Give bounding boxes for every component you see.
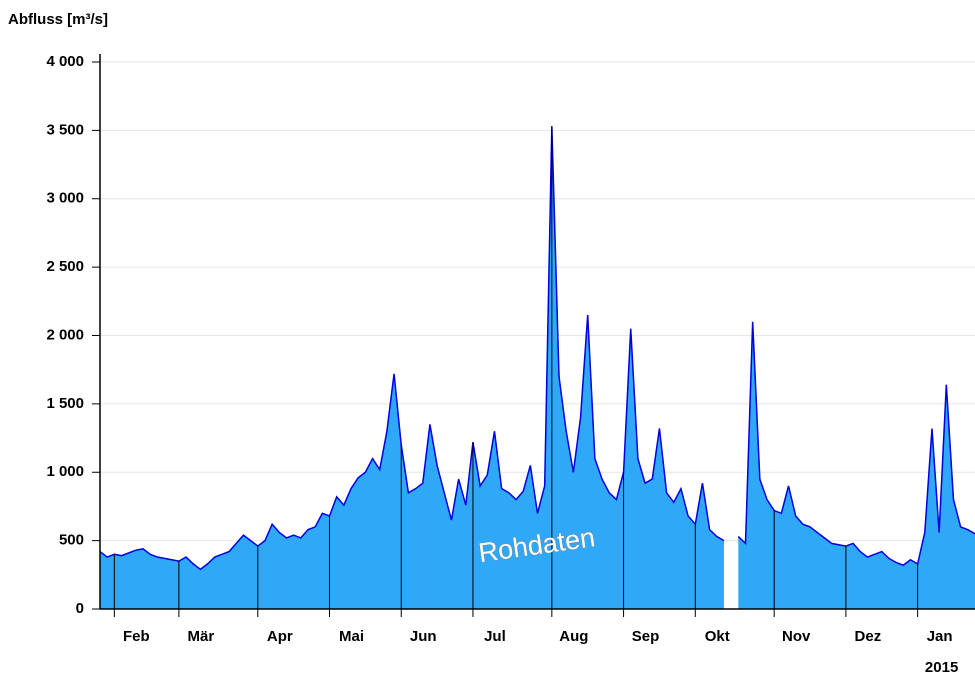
x-tick-label: Jun — [410, 628, 437, 645]
x-tick-label: Apr — [267, 628, 293, 645]
x-tick-label: Mai — [339, 628, 364, 645]
year-label: 2015 — [925, 659, 958, 676]
y-axis-label: Abfluss [m³/s] — [8, 11, 108, 28]
x-tick-label: Jul — [484, 628, 506, 645]
y-tick-label: 0 — [76, 600, 84, 617]
line — [737, 321, 975, 567]
area — [100, 126, 724, 610]
x-tick-label: Nov — [782, 628, 811, 645]
y-tick-label: 3 500 — [46, 121, 84, 138]
x-tick-label: Mär — [188, 628, 215, 645]
x-tick-label: Okt — [705, 628, 730, 645]
y-tick-label: 2 000 — [46, 326, 84, 343]
line — [99, 126, 725, 571]
y-tick-label: 1 000 — [46, 463, 84, 480]
y-tick-label: 3 000 — [46, 190, 84, 207]
x-tick-label: Jan — [927, 628, 953, 645]
y-tick-label: 2 500 — [46, 258, 84, 275]
x-tick-label: Feb — [123, 628, 150, 645]
y-tick-label: 1 500 — [46, 395, 84, 412]
x-tick-label: Dez — [855, 628, 882, 645]
x-tick-label: Aug — [559, 628, 588, 645]
y-tick-label: 500 — [59, 532, 84, 549]
y-tick-label: 4 000 — [46, 53, 84, 70]
area — [738, 321, 975, 609]
x-tick-label: Sep — [632, 628, 660, 645]
